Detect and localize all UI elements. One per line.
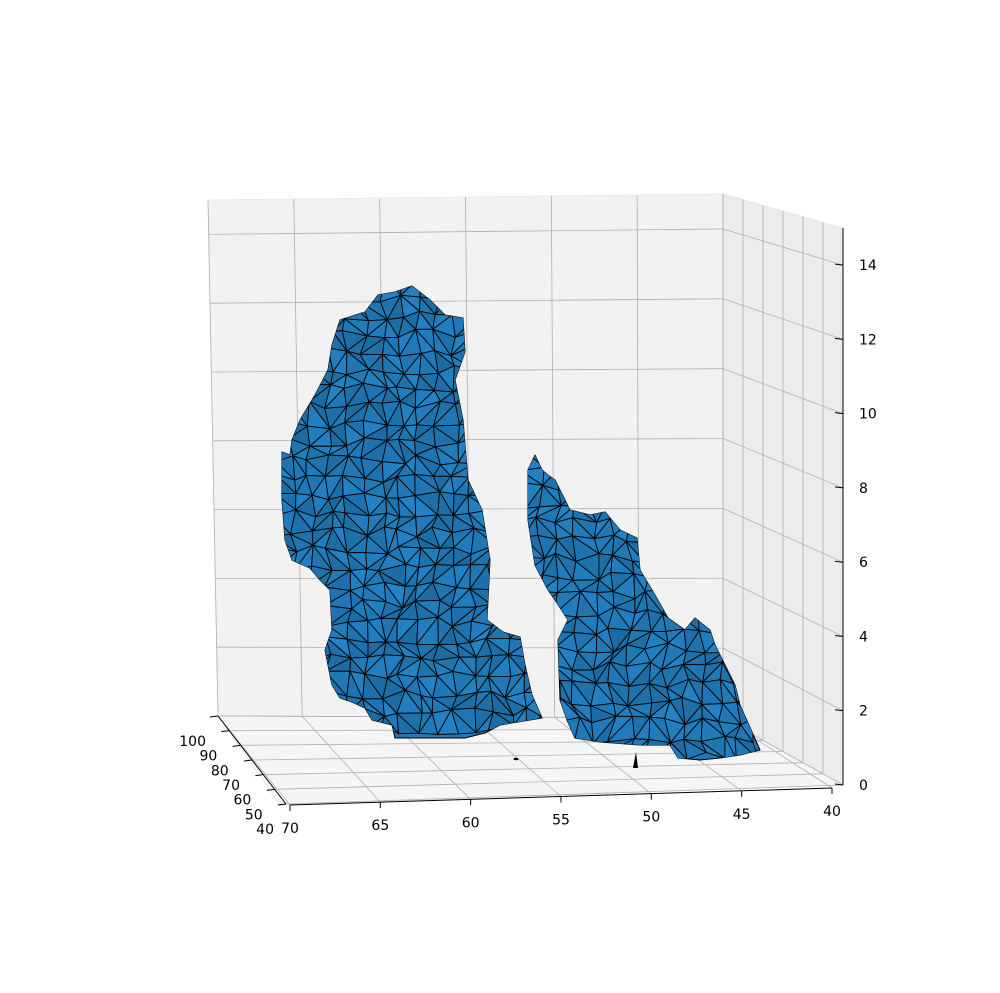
z-tick-mark xyxy=(834,783,844,786)
y-tick-label: 50 xyxy=(245,807,263,823)
spike-artifact xyxy=(633,752,638,768)
x-tick-label: 65 xyxy=(371,818,389,834)
x-tick-label: 40 xyxy=(823,804,841,820)
z-tick-mark xyxy=(834,486,844,489)
y-grid-line xyxy=(274,773,824,790)
z-tick-mark xyxy=(834,263,844,266)
x-tick-label: 55 xyxy=(552,813,570,829)
z-side-grid-line xyxy=(722,298,844,340)
y-tick-mark xyxy=(266,788,275,791)
mesh-triangle xyxy=(683,738,708,760)
z-tick-label: 2 xyxy=(859,704,868,720)
z-tick-mark xyxy=(834,634,844,637)
y-grid-line xyxy=(263,762,804,776)
mesh-triangle xyxy=(699,740,726,759)
x-tick-label: 70 xyxy=(281,821,299,837)
y-tick-label: 60 xyxy=(234,793,252,809)
y-tick-label: 100 xyxy=(179,734,206,750)
z-tick-label: 0 xyxy=(859,778,868,794)
y-tick-mark xyxy=(243,759,253,762)
z-tick-label: 12 xyxy=(859,332,877,348)
z-tick-mark xyxy=(834,337,844,340)
y-tick-mark xyxy=(277,803,287,806)
z-tick-label: 14 xyxy=(859,258,877,274)
y-tick-mark xyxy=(209,715,219,718)
z-tick-label: 4 xyxy=(859,629,868,645)
y-tick-mark xyxy=(221,730,230,733)
y-tick-label: 90 xyxy=(200,749,218,765)
z-tick-mark xyxy=(834,560,844,563)
z-tick-mark xyxy=(834,709,844,712)
z-back-grid-line xyxy=(208,228,724,235)
z-side-grid-line xyxy=(722,647,844,712)
y-tick-mark xyxy=(255,774,264,777)
x-tick-label: 50 xyxy=(642,810,660,826)
z-back-grid-line xyxy=(209,298,724,304)
z-tick-mark xyxy=(834,412,844,415)
z-tick-label: 6 xyxy=(859,555,868,571)
z-side-grid-line xyxy=(722,368,844,415)
z-side-grid-line xyxy=(722,508,844,563)
x-back-grid-line xyxy=(207,199,219,717)
y-tick-label: 80 xyxy=(211,763,229,779)
x-tick-label: 45 xyxy=(733,807,751,823)
z-tick-label: 10 xyxy=(859,407,877,423)
y-tick-label: 40 xyxy=(256,822,274,838)
z-back-grid-line xyxy=(211,368,724,373)
x-tick-label: 60 xyxy=(462,815,480,831)
y-tick-label: 70 xyxy=(222,778,240,794)
z-side-grid-line xyxy=(722,228,844,266)
dot-artifact xyxy=(513,757,519,761)
z-side-grid-line xyxy=(722,438,844,489)
z-tick-label: 8 xyxy=(859,481,868,497)
y-grid-line xyxy=(285,784,844,805)
y-tick-mark xyxy=(232,744,241,747)
z-side-grid-line xyxy=(722,577,844,637)
mesh-triangle xyxy=(396,712,420,735)
mesh-triangle xyxy=(450,708,478,735)
x-back-grid-line xyxy=(550,195,556,718)
